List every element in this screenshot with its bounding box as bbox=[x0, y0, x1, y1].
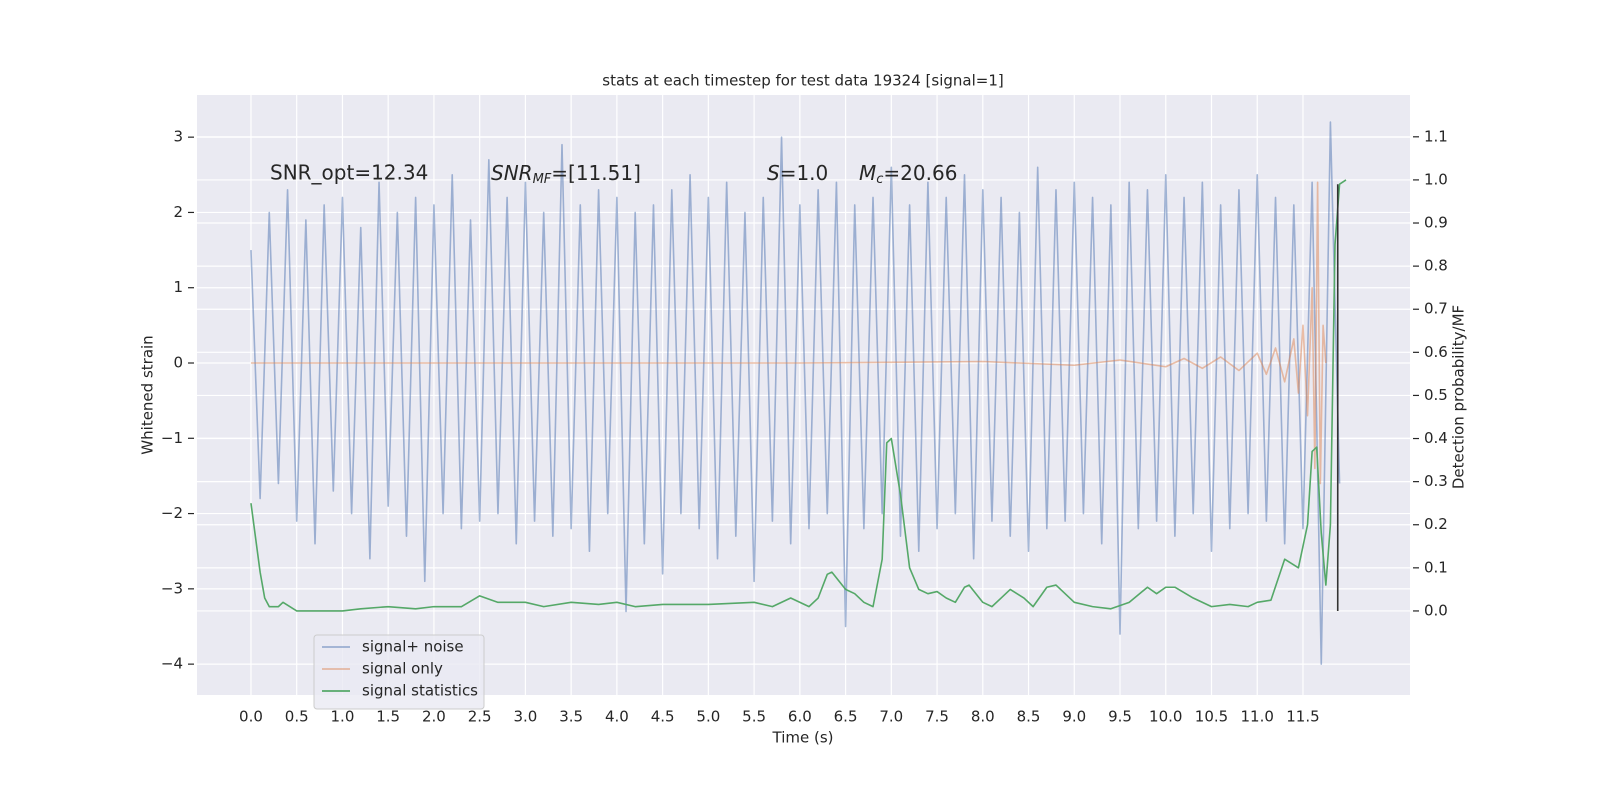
y2-tick-label: 0.4 bbox=[1424, 429, 1448, 447]
y2-tick-label: 1.1 bbox=[1424, 127, 1448, 145]
y2-tick-label: 1.0 bbox=[1424, 170, 1448, 188]
chart-title: stats at each timestep for test data 193… bbox=[602, 72, 1003, 90]
x-tick-label: 0.5 bbox=[285, 708, 309, 726]
annotation-part: S bbox=[767, 161, 780, 185]
series-line bbox=[250, 121, 1341, 665]
x-tick-label: 1.5 bbox=[376, 708, 400, 726]
y2-tick-label: 0.5 bbox=[1424, 386, 1448, 404]
x-tick-label: 9.5 bbox=[1108, 708, 1132, 726]
x-tick-label: 3.5 bbox=[559, 708, 583, 726]
x-axis-label: Time (s) bbox=[772, 729, 834, 747]
x-tick-label: 0.0 bbox=[239, 708, 263, 726]
x-tick-label: 7.0 bbox=[879, 708, 903, 726]
series-line bbox=[250, 181, 1327, 485]
y-tick-label: 2 bbox=[173, 203, 183, 221]
y-tick-label: −3 bbox=[161, 579, 183, 597]
y2-tick-label: 0.7 bbox=[1424, 300, 1448, 318]
legend-label: signal only bbox=[362, 660, 443, 678]
x-tick-label: 2.5 bbox=[468, 708, 492, 726]
annotation: SNRMF=[11.51] bbox=[491, 161, 641, 187]
x-tick-label: 2.0 bbox=[422, 708, 446, 726]
y2-tick-label: 0.2 bbox=[1424, 515, 1448, 533]
y2-tick-label: 0.8 bbox=[1424, 257, 1448, 275]
annotation-part: c bbox=[876, 172, 883, 187]
x-tick-label: 1.0 bbox=[331, 708, 355, 726]
x-tick-label: 8.5 bbox=[1017, 708, 1041, 726]
annotation: SNR_opt=12.34 bbox=[270, 161, 428, 185]
y-tick-label: 3 bbox=[173, 128, 183, 146]
x-tick-label: 9.0 bbox=[1062, 708, 1086, 726]
series-line bbox=[250, 179, 1347, 612]
x-tick-label: 10.0 bbox=[1149, 708, 1182, 726]
annotation-part: =20.66 bbox=[883, 161, 957, 185]
y2-tick-label: 0.1 bbox=[1424, 558, 1448, 576]
x-tick-label: 4.5 bbox=[651, 708, 675, 726]
y-tick-label: 0 bbox=[173, 354, 183, 372]
y-tick-label: −2 bbox=[161, 504, 183, 522]
y2-tick-label: 0.6 bbox=[1424, 343, 1448, 361]
y-tick-label: 1 bbox=[173, 278, 183, 296]
annotation: S=1.0 bbox=[767, 161, 828, 185]
y2-tick-label: 0.3 bbox=[1424, 472, 1448, 490]
x-tick-label: 7.5 bbox=[925, 708, 949, 726]
marks bbox=[250, 121, 1347, 665]
x-tick-label: 6.0 bbox=[788, 708, 812, 726]
legend-label: signal statistics bbox=[362, 682, 478, 700]
y-tick-label: −4 bbox=[161, 655, 183, 673]
x-tick-label: 4.0 bbox=[605, 708, 629, 726]
x-tick-label: 10.5 bbox=[1195, 708, 1228, 726]
x-tick-label: 5.0 bbox=[696, 708, 720, 726]
x-tick-label: 6.5 bbox=[834, 708, 858, 726]
annotation-part: SNR bbox=[491, 161, 533, 185]
legend-box bbox=[313, 634, 485, 710]
y2-axis-label: Detection probability/MF bbox=[1450, 305, 1468, 489]
annotation-part: =1.0 bbox=[780, 161, 829, 185]
x-tick-label: 8.0 bbox=[971, 708, 995, 726]
y-tick-label: −1 bbox=[161, 429, 183, 447]
y2-tick-label: 0.9 bbox=[1424, 214, 1448, 232]
annotation-part: =[11.51] bbox=[551, 161, 641, 185]
legend-label: signal+ noise bbox=[362, 638, 464, 656]
annotation: Mc=20.66 bbox=[859, 161, 957, 187]
x-tick-label: 11.0 bbox=[1241, 708, 1274, 726]
y2-tick-label: 0.0 bbox=[1424, 601, 1448, 619]
annotation-part: M bbox=[859, 161, 876, 185]
legend: signal+ noise signal only signal statistic… bbox=[313, 634, 485, 710]
annotation-part: MF bbox=[533, 172, 552, 187]
x-tick-label: 3.0 bbox=[513, 708, 537, 726]
x-tick-label: 5.5 bbox=[742, 708, 766, 726]
x-tick-label: 11.5 bbox=[1286, 708, 1319, 726]
y-axis-label: Whitened strain bbox=[139, 335, 157, 454]
